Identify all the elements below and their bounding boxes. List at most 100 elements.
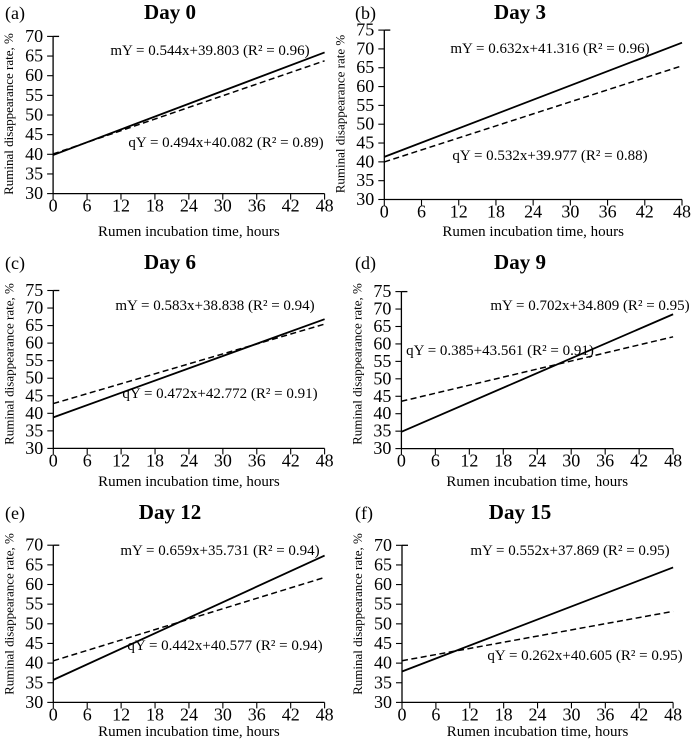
svg-text:Rumen incubation time, hours: Rumen incubation time, hours [446, 474, 628, 490]
svg-text:18: 18 [494, 451, 512, 471]
svg-text:qY = 0.532x+39.977 (R² = 0.88): qY = 0.532x+39.977 (R² = 0.88) [452, 148, 647, 164]
svg-text:Rumen incubation time, hours: Rumen incubation time, hours [442, 224, 624, 240]
svg-text:50: 50 [25, 368, 43, 388]
svg-text:70: 70 [356, 38, 374, 58]
svg-text:0: 0 [398, 704, 407, 724]
svg-text:12: 12 [112, 196, 130, 216]
svg-text:(c): (c) [5, 253, 25, 274]
svg-text:24: 24 [180, 704, 198, 724]
svg-text:24: 24 [529, 704, 547, 724]
svg-text:42: 42 [282, 450, 300, 470]
svg-text:30: 30 [214, 196, 232, 216]
svg-text:Day 3: Day 3 [494, 0, 546, 24]
svg-text:40: 40 [25, 144, 43, 164]
svg-text:Rumen incubation time, hours: Rumen incubation time, hours [447, 724, 629, 740]
svg-text:18: 18 [495, 704, 513, 724]
svg-text:35: 35 [373, 421, 391, 441]
svg-text:Day 0: Day 0 [144, 0, 196, 24]
svg-text:Ruminal disappearance rate, %: Ruminal disappearance rate, % [350, 533, 365, 695]
svg-text:24: 24 [528, 451, 546, 471]
svg-text:Ruminal disappearance rate %: Ruminal disappearance rate % [332, 35, 347, 194]
svg-text:36: 36 [248, 450, 266, 470]
svg-text:6: 6 [431, 704, 440, 724]
svg-text:0: 0 [397, 451, 406, 471]
svg-text:12: 12 [112, 450, 130, 470]
svg-text:65: 65 [25, 46, 43, 66]
svg-text:30: 30 [562, 704, 580, 724]
svg-text:45: 45 [25, 385, 43, 405]
svg-text:60: 60 [25, 333, 43, 353]
svg-text:42: 42 [630, 704, 648, 724]
svg-text:50: 50 [25, 613, 43, 633]
svg-text:30: 30 [373, 438, 391, 458]
svg-text:70: 70 [25, 535, 43, 555]
svg-text:36: 36 [596, 451, 614, 471]
svg-text:30: 30 [214, 704, 232, 724]
svg-text:Day 15: Day 15 [489, 500, 551, 524]
svg-text:60: 60 [25, 574, 43, 594]
svg-text:30: 30 [561, 202, 579, 222]
svg-text:0: 0 [49, 450, 58, 470]
svg-text:18: 18 [487, 202, 505, 222]
svg-text:65: 65 [25, 554, 43, 574]
svg-text:(e): (e) [5, 503, 25, 524]
svg-text:55: 55 [25, 594, 43, 614]
svg-text:36: 36 [248, 196, 266, 216]
svg-text:60: 60 [356, 76, 374, 96]
svg-text:12: 12 [460, 451, 478, 471]
svg-text:45: 45 [25, 124, 43, 144]
svg-text:30: 30 [374, 692, 392, 712]
svg-text:40: 40 [374, 653, 392, 673]
svg-text:60: 60 [373, 333, 391, 353]
svg-text:75: 75 [373, 281, 391, 301]
svg-text:65: 65 [373, 316, 391, 336]
svg-text:35: 35 [25, 163, 43, 183]
svg-text:36: 36 [599, 202, 617, 222]
svg-text:65: 65 [356, 57, 374, 77]
svg-text:50: 50 [373, 368, 391, 388]
svg-text:48: 48 [664, 704, 682, 724]
svg-text:6: 6 [83, 450, 92, 470]
svg-text:Rumen incubation time, hours: Rumen incubation time, hours [98, 224, 280, 240]
svg-text:12: 12 [450, 202, 468, 222]
svg-text:6: 6 [417, 202, 426, 222]
svg-text:6: 6 [83, 704, 92, 724]
svg-text:30: 30 [356, 189, 374, 209]
svg-text:42: 42 [282, 196, 300, 216]
svg-text:48: 48 [664, 451, 682, 471]
svg-text:45: 45 [25, 633, 43, 653]
svg-text:55: 55 [356, 95, 374, 115]
svg-text:24: 24 [180, 450, 198, 470]
svg-text:0: 0 [49, 196, 58, 216]
svg-text:mY = 0.583x+38.838 (R² = 0.94): mY = 0.583x+38.838 (R² = 0.94) [115, 298, 314, 314]
svg-text:Ruminal disappearance rate, %: Ruminal disappearance rate, % [1, 533, 16, 695]
svg-text:qY = 0.472x+42.772 (R² = 0.91): qY = 0.472x+42.772 (R² = 0.91) [122, 386, 317, 402]
svg-text:60: 60 [374, 574, 392, 594]
svg-text:12: 12 [461, 704, 479, 724]
svg-text:mY = 0.702x+34.809 (R² = 0.95): mY = 0.702x+34.809 (R² = 0.95) [490, 298, 689, 314]
svg-text:42: 42 [630, 451, 648, 471]
svg-text:45: 45 [356, 133, 374, 153]
svg-text:0: 0 [49, 704, 58, 724]
svg-text:48: 48 [316, 196, 334, 216]
svg-text:0: 0 [380, 202, 389, 222]
svg-text:42: 42 [282, 704, 300, 724]
svg-text:18: 18 [146, 704, 164, 724]
svg-text:24: 24 [180, 196, 198, 216]
svg-text:70: 70 [25, 298, 43, 318]
svg-text:Ruminal disappearance rate, %: Ruminal disappearance rate, % [1, 33, 16, 195]
svg-text:6: 6 [431, 451, 440, 471]
svg-text:30: 30 [25, 438, 43, 458]
svg-text:70: 70 [374, 535, 392, 555]
svg-text:mY = 0.552x+37.869 (R² = 0.95): mY = 0.552x+37.869 (R² = 0.95) [470, 543, 669, 559]
svg-text:30: 30 [25, 183, 43, 203]
svg-text:40: 40 [373, 403, 391, 423]
svg-text:(f): (f) [355, 503, 373, 524]
svg-text:70: 70 [373, 299, 391, 319]
svg-text:Day 12: Day 12 [139, 500, 201, 524]
svg-text:mY = 0.632x+41.316 (R² = 0.96): mY = 0.632x+41.316 (R² = 0.96) [450, 41, 649, 57]
svg-text:48: 48 [316, 704, 334, 724]
svg-text:48: 48 [316, 450, 334, 470]
svg-text:55: 55 [374, 594, 392, 614]
svg-text:(b): (b) [355, 3, 376, 24]
